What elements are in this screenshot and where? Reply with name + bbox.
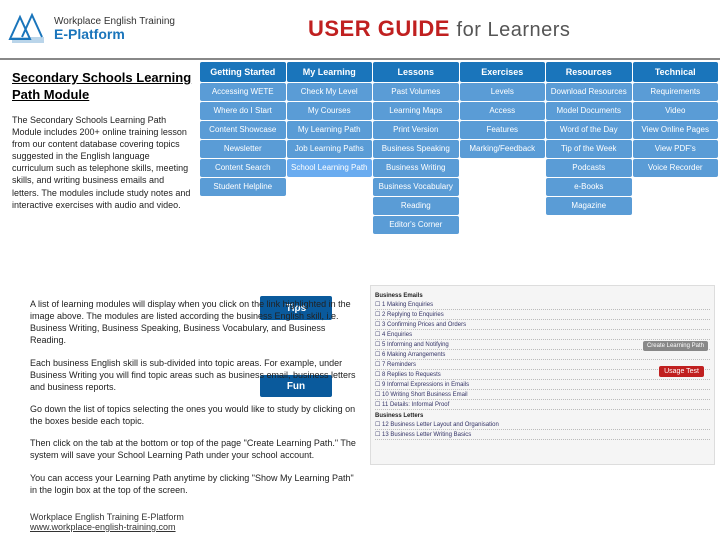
nav-item[interactable]: Business Speaking <box>373 140 459 158</box>
nav-item[interactable]: My Learning Path <box>287 121 373 139</box>
logo-icon <box>8 11 48 47</box>
bg-head-emails: Business Emails <box>375 293 710 299</box>
nav-header[interactable]: Technical <box>633 62 719 82</box>
footer: Workplace English Training E-Platform ww… <box>30 512 184 532</box>
bg-head-letters: Business Letters <box>375 413 710 419</box>
body-paragraph: You can access your Learning Path anytim… <box>30 472 360 496</box>
nav-item[interactable]: View PDF's <box>633 140 719 158</box>
nav-item[interactable]: Levels <box>460 83 546 101</box>
nav-item[interactable]: Job Learning Paths <box>287 140 373 158</box>
page-title: USER GUIDE for Learners <box>308 16 570 42</box>
background-screenshot: Create Learning Path Usage Test Business… <box>370 285 715 465</box>
nav-header[interactable]: Resources <box>546 62 632 82</box>
header: Workplace English Training E-Platform US… <box>0 0 720 58</box>
logo-brand: E-Platform <box>54 27 175 42</box>
divider <box>0 58 720 60</box>
nav-item[interactable]: Video <box>633 102 719 120</box>
create-path-button[interactable]: Create Learning Path <box>643 341 708 351</box>
nav-item[interactable]: Magazine <box>546 197 632 215</box>
nav-item[interactable]: Business Vocabulary <box>373 178 459 196</box>
body-paragraph: Go down the list of topics selecting the… <box>30 403 360 427</box>
list-item[interactable]: ☐ 9 Informal Expressions in Emails <box>375 380 710 390</box>
list-item[interactable]: ☐ 11 Details: Informal Proof <box>375 400 710 410</box>
nav-header[interactable]: My Learning <box>287 62 373 82</box>
nav-item[interactable]: Marking/Feedback <box>460 140 546 158</box>
body-text: A list of learning modules will display … <box>30 298 360 506</box>
logo-area: Workplace English Training E-Platform <box>8 11 208 47</box>
nav-item[interactable]: Past Volumes <box>373 83 459 101</box>
nav-item[interactable]: School Learning Path <box>287 159 373 177</box>
nav-item[interactable]: Where do I Start <box>200 102 286 120</box>
nav-header[interactable]: Lessons <box>373 62 459 82</box>
nav-item[interactable]: Word of the Day <box>546 121 632 139</box>
nav-item[interactable]: Learning Maps <box>373 102 459 120</box>
nav-item[interactable]: Model Documents <box>546 102 632 120</box>
nav-item[interactable]: Access <box>460 102 546 120</box>
body-paragraph: Each business English skill is sub-divid… <box>30 357 360 393</box>
list-item[interactable]: ☐ 12 Business Letter Layout and Organisa… <box>375 420 710 430</box>
nav-item[interactable]: Voice Recorder <box>633 159 719 177</box>
list-item[interactable]: ☐ 2 Replying to Enquiries <box>375 310 710 320</box>
nav-item[interactable]: Features <box>460 121 546 139</box>
nav-item[interactable]: Tip of the Week <box>546 140 632 158</box>
body-paragraph: A list of learning modules will display … <box>30 298 360 347</box>
list-item[interactable]: ☐ 13 Business Letter Writing Basics <box>375 430 710 440</box>
list-item[interactable]: ☐ 6 Making Arrangements <box>375 350 710 360</box>
body-paragraph: Then click on the tab at the bottom or t… <box>30 437 360 461</box>
logo-text: Workplace English Training E-Platform <box>54 16 175 42</box>
nav-item[interactable]: View Online Pages <box>633 121 719 139</box>
nav-item[interactable]: Student Helpline <box>200 178 286 196</box>
nav-menu: Getting StartedAccessing WETEWhere do I … <box>200 62 718 234</box>
list-item[interactable]: ☐ 1 Making Enquiries <box>375 300 710 310</box>
nav-item[interactable]: Download Resources <box>546 83 632 101</box>
nav-item[interactable]: Check My Level <box>287 83 373 101</box>
nav-item[interactable]: Content Search <box>200 159 286 177</box>
nav-header[interactable]: Exercises <box>460 62 546 82</box>
nav-item[interactable]: Reading <box>373 197 459 215</box>
title-suffix: for Learners <box>457 19 571 41</box>
left-panel: Secondary Schools Learning Path Module T… <box>12 70 192 211</box>
nav-header[interactable]: Getting Started <box>200 62 286 82</box>
nav-item[interactable]: e-Books <box>546 178 632 196</box>
footer-link[interactable]: www.workplace-english-training.com <box>30 522 184 532</box>
list-item[interactable]: ☐ 3 Confirming Prices and Orders <box>375 320 710 330</box>
nav-item[interactable]: Podcasts <box>546 159 632 177</box>
nav-item[interactable]: Business Writing <box>373 159 459 177</box>
panel-desc: The Secondary Schools Learning Path Modu… <box>12 114 192 211</box>
usage-test-badge[interactable]: Usage Test <box>659 366 704 377</box>
nav-item[interactable]: Requirements <box>633 83 719 101</box>
footer-line1: Workplace English Training E-Platform <box>30 512 184 522</box>
panel-title: Secondary Schools Learning Path Module <box>12 70 192 104</box>
list-item[interactable]: ☐ 10 Writing Short Business Email <box>375 390 710 400</box>
nav-item[interactable]: Accessing WETE <box>200 83 286 101</box>
nav-item[interactable]: Print Version <box>373 121 459 139</box>
nav-item[interactable]: My Courses <box>287 102 373 120</box>
title-main: USER GUIDE <box>308 16 450 41</box>
nav-item[interactable]: Newsletter <box>200 140 286 158</box>
nav-item[interactable]: Editor's Corner <box>373 216 459 234</box>
nav-item[interactable]: Content Showcase <box>200 121 286 139</box>
list-item[interactable]: ☐ 4 Enquiries <box>375 330 710 340</box>
